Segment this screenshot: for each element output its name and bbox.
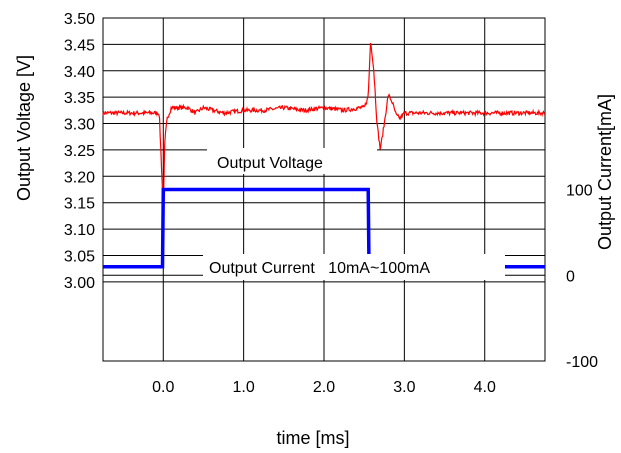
y-tick-label: 3.20 xyxy=(64,169,95,186)
y-tick-label: 3.05 xyxy=(64,248,95,265)
y2-axis-label: Output Current[mA] xyxy=(595,94,615,250)
voltage-annotation: Output Voltage xyxy=(217,155,323,172)
x-tick-label: 3.0 xyxy=(393,379,415,396)
plot-frame xyxy=(102,17,546,362)
y-tick-label: 3.35 xyxy=(64,90,95,107)
y-tick-label: 3.00 xyxy=(64,275,95,292)
y-tick-label: 3.30 xyxy=(64,117,95,134)
voltage-label-bg xyxy=(207,148,377,174)
x-tick-label: 0.0 xyxy=(152,379,174,396)
annotation-layer: Output Voltage Output Current 10mA~100mA xyxy=(203,148,505,280)
y-tick-label: 3.50 xyxy=(64,11,95,28)
y-tick-label: 3.40 xyxy=(64,64,95,81)
y-tick-label: 3.25 xyxy=(64,143,95,160)
current-label-bg xyxy=(203,254,505,280)
y-tick-label: 3.10 xyxy=(64,222,95,239)
tick-labels: 0.0 1.0 2.0 3.0 4.0 3.50 3.45 3.40 3.35 3.30 3.25 3… xyxy=(64,11,598,396)
y-tick-label: 3.45 xyxy=(64,37,95,54)
current-annotation: Output Current 10mA~100mA xyxy=(209,260,430,277)
y2-tick-label: -100 xyxy=(566,354,598,371)
y2-tick-label: 0 xyxy=(566,268,575,285)
y2-tick-label: 100 xyxy=(566,183,593,200)
voltage-series-line xyxy=(102,42,546,203)
x-tick-label: 4.0 xyxy=(474,379,496,396)
y-axis-label: Output Voltage [V] xyxy=(14,55,34,201)
y-tick-label: 3.15 xyxy=(64,196,95,213)
x-tick-label: 2.0 xyxy=(313,379,335,396)
x-tick-label: 1.0 xyxy=(233,379,255,396)
x-axis-label: time [ms] xyxy=(276,428,349,448)
